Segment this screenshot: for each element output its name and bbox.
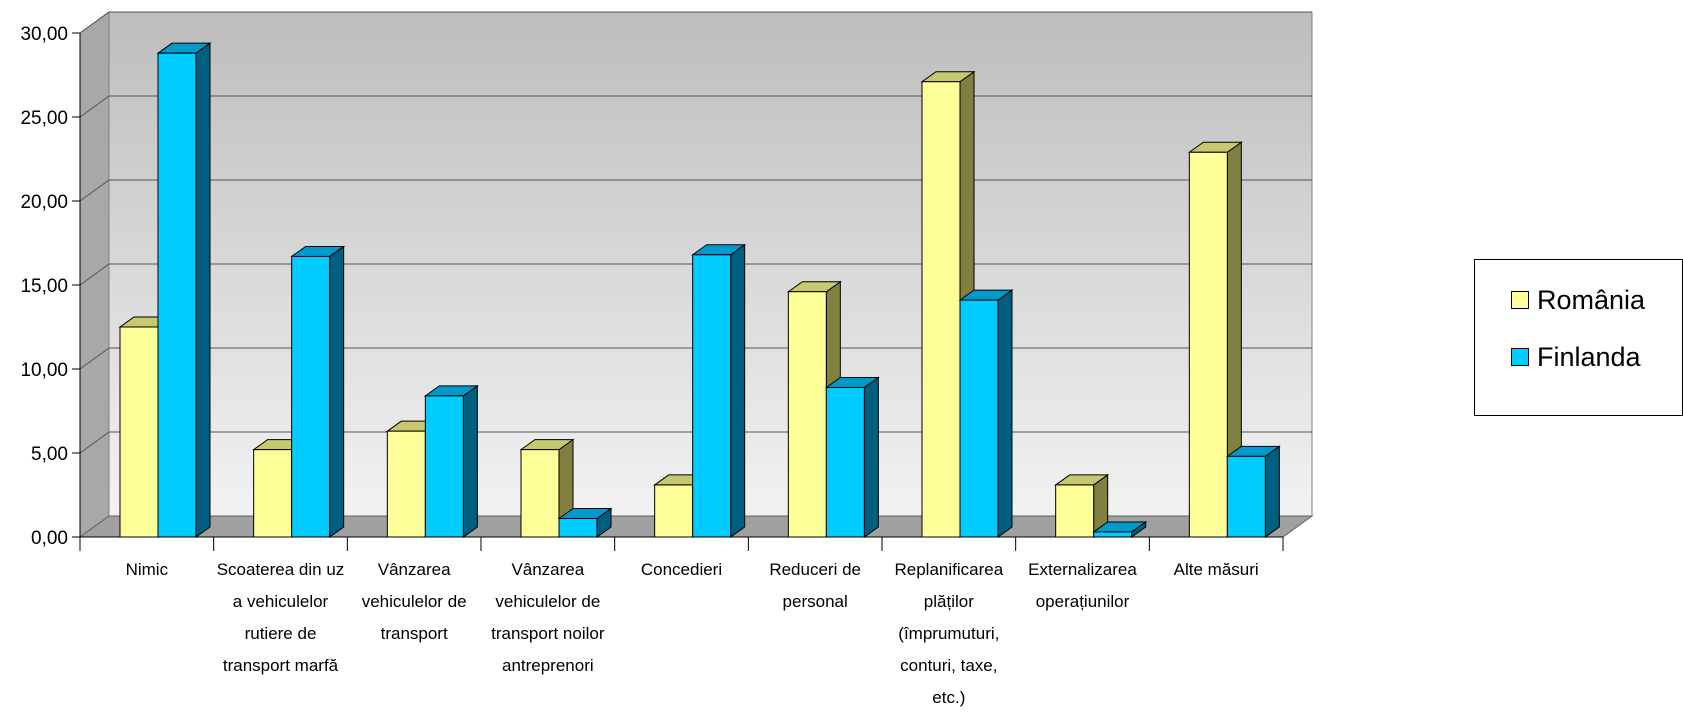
y-tick-label: 30,00 [20, 24, 68, 45]
x-tick-label: Vânzarea vehiculelor de transport noilor an… [491, 560, 605, 675]
legend-item-finlanda: Finlanda [1511, 342, 1641, 372]
y-tick-label: 0,00 [31, 528, 68, 549]
y-tick-label: 25,00 [20, 108, 68, 129]
bar-finlanda-0 [156, 42, 212, 538]
gridlines [79, 11, 1312, 454]
legend-swatch-romania [1511, 291, 1529, 309]
y-tick-label: 5,00 [31, 444, 68, 465]
gridline [79, 179, 1312, 202]
gridline [79, 263, 1312, 286]
y-axis-ticks: 0,00 5,00 10,00 15,00 20,00 25,00 30,00 [20, 24, 68, 549]
x-tick-label: Scoaterea din uz a vehiculelor rutiere de t… [217, 560, 345, 675]
legend: România Finlanda [1474, 259, 1683, 416]
bar-finlanda-7 [1092, 520, 1148, 538]
bar-finlanda-8 [1225, 445, 1281, 538]
gridline [79, 11, 1312, 34]
y-tick-label: 10,00 [20, 360, 68, 381]
bar-românia-8 [1187, 141, 1243, 538]
bar-finlanda-4 [691, 243, 747, 538]
legend-label-romania: România [1537, 284, 1646, 315]
gridline [79, 347, 1312, 370]
bar-finlanda-2 [423, 384, 479, 538]
legend-label-finlanda: Finlanda [1537, 341, 1641, 372]
x-tick-label: Externalizarea operațiunilor [1028, 560, 1137, 611]
x-tick-label: Reduceri de personal [769, 560, 861, 611]
legend-swatch-finlanda [1511, 348, 1529, 366]
x-tick-label: Nimic [126, 560, 169, 579]
bar-finlanda-1 [290, 245, 346, 538]
bars [118, 42, 1281, 538]
bar-finlanda-6 [958, 289, 1014, 538]
y-tick-label: 15,00 [20, 276, 68, 297]
bar-finlanda-3 [557, 507, 613, 538]
x-axis-labels: Nimic Scoaterea din uz a vehiculelor rutier… [126, 560, 1259, 707]
x-tick-label: Concedieri [641, 560, 722, 579]
x-tick-label: Vânzarea vehiculelor de transport [362, 560, 467, 643]
bar-românia-3 [519, 438, 575, 538]
x-tick-label: Alte măsuri [1174, 560, 1259, 579]
bar-românia-7 [1054, 473, 1110, 538]
bar-finlanda-5 [824, 376, 880, 538]
gridline [79, 95, 1312, 118]
gridline [79, 431, 1312, 454]
y-tick-label: 20,00 [20, 192, 68, 213]
legend-item-romania: România [1511, 285, 1645, 315]
x-tick-label: Replanificarea plăților (împrumuturi, contu… [894, 560, 1003, 707]
